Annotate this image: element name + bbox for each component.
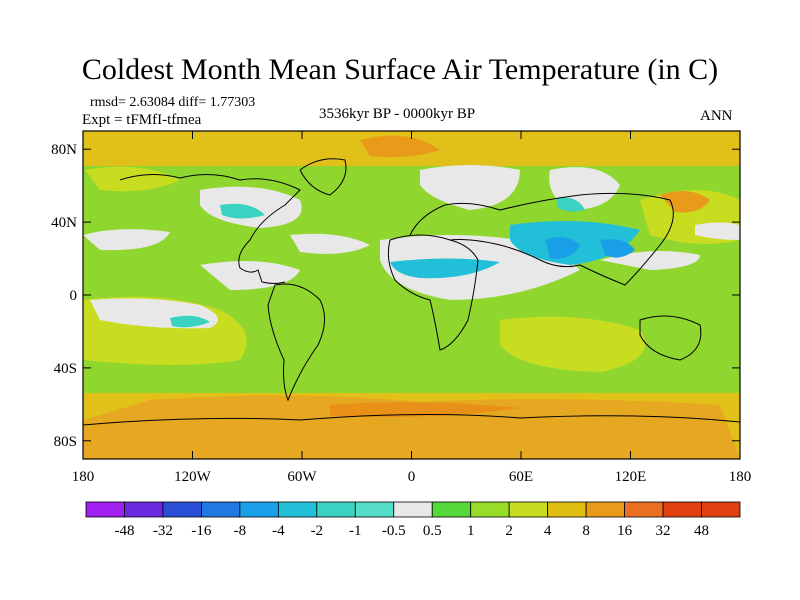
colorbar-label: -2 (311, 523, 324, 539)
lat-tick-label: 40N (51, 215, 77, 231)
field-white-pacific-n (83, 229, 170, 251)
field-antarctic-hot (330, 402, 520, 417)
field-indian-ocean (500, 316, 645, 372)
coast-eurasia (409, 192, 674, 286)
coast-australia (639, 315, 702, 361)
colorbar-swatch (701, 501, 741, 518)
colorbar-swatch (85, 501, 125, 518)
colorbar-swatch (547, 501, 587, 518)
lon-tick-label: 60E (509, 469, 533, 485)
coast-africa (387, 234, 479, 351)
colorbar-swatch (470, 501, 510, 518)
field-antarctic-warm (83, 395, 740, 459)
lat-tick-label: 0 (70, 288, 78, 304)
colorbar-label: -4 (272, 523, 285, 539)
map-title: Coldest Month Mean Surface Air Temperatu… (81, 53, 719, 86)
field-white-europe (420, 165, 520, 210)
stats-label: rmsd= 2.63084 diff= 1.77303 (90, 95, 256, 110)
colorbar-swatch (585, 501, 625, 518)
field-cool-sahel (390, 258, 500, 279)
lon-tick-label: 0 (408, 469, 416, 485)
colorbar-label: -8 (234, 523, 247, 539)
colorbar: -48 -32 -16 -8 -4 -2 -1 -0.5 0.5 1 2 4 8 16 32 48 (85, 501, 741, 539)
field-white-npac-e (695, 222, 740, 240)
temperature-field (83, 131, 740, 459)
colorbar-label: 8 (582, 523, 590, 539)
colorbar-label: 4 (544, 523, 552, 539)
field-cool-canada (220, 203, 265, 219)
coast-south-america (267, 283, 325, 402)
colorbar-swatch (124, 501, 164, 518)
colorbar-label: 2 (505, 523, 513, 539)
field-cold-tibet (545, 236, 580, 259)
colorbar-swatch (201, 501, 241, 518)
coast-north-america (119, 174, 301, 284)
colorbar-label: -32 (153, 523, 173, 539)
lat-tick-label: 80S (54, 434, 77, 450)
colorbar-swatch (354, 501, 395, 518)
field-alaska (85, 166, 180, 192)
colorbar-swatch (239, 501, 279, 518)
colorbar-label: -48 (114, 523, 134, 539)
colorbar-swatch (316, 501, 356, 518)
lat-tick-label: 40S (54, 361, 77, 377)
colorbar-swatch (431, 501, 472, 518)
colorbar-label: 16 (617, 523, 633, 539)
longitude-axis: 180 120W 60W 0 60E 120E 180 (72, 131, 752, 485)
colorbar-swatch (624, 501, 664, 518)
lon-tick-label: 120W (174, 469, 212, 485)
colorbar-label: -16 (191, 523, 211, 539)
season-label: ANN (700, 108, 733, 124)
colorbar-swatch (277, 501, 318, 518)
coastlines (83, 158, 740, 426)
lon-tick-label: 180 (72, 469, 95, 485)
lat-tick-label: 80N (51, 142, 77, 158)
colorbar-label: 1 (467, 523, 475, 539)
field-white-atlantic (290, 233, 370, 254)
field-arctic-hot (360, 135, 440, 158)
field-cool-siberia (556, 197, 585, 212)
latitude-axis: 80N 40N 0 40S 80S (51, 142, 740, 450)
colorbar-swatch (508, 501, 549, 518)
field-white-caribbean (200, 261, 300, 290)
experiment-label: Expt = tFMfI-tfmea (82, 112, 202, 128)
period-label: 3536kyr BP - 0000kyr BP (319, 106, 476, 122)
field-cold-china (600, 239, 635, 258)
lon-tick-label: 120E (615, 469, 647, 485)
coast-antarctica (83, 413, 740, 426)
lon-tick-label: 180 (729, 469, 752, 485)
colorbar-label: 48 (694, 523, 709, 539)
field-cool-pacific (170, 315, 210, 328)
colorbar-label: 32 (656, 523, 671, 539)
colorbar-label: 0.5 (423, 523, 442, 539)
colorbar-swatch (393, 501, 433, 518)
colorbar-swatch (162, 501, 202, 518)
colorbar-label: -1 (349, 523, 362, 539)
coast-greenland (299, 158, 347, 196)
colorbar-swatch (662, 501, 702, 518)
lon-tick-label: 60W (287, 469, 317, 485)
colorbar-label: -0.5 (382, 523, 406, 539)
